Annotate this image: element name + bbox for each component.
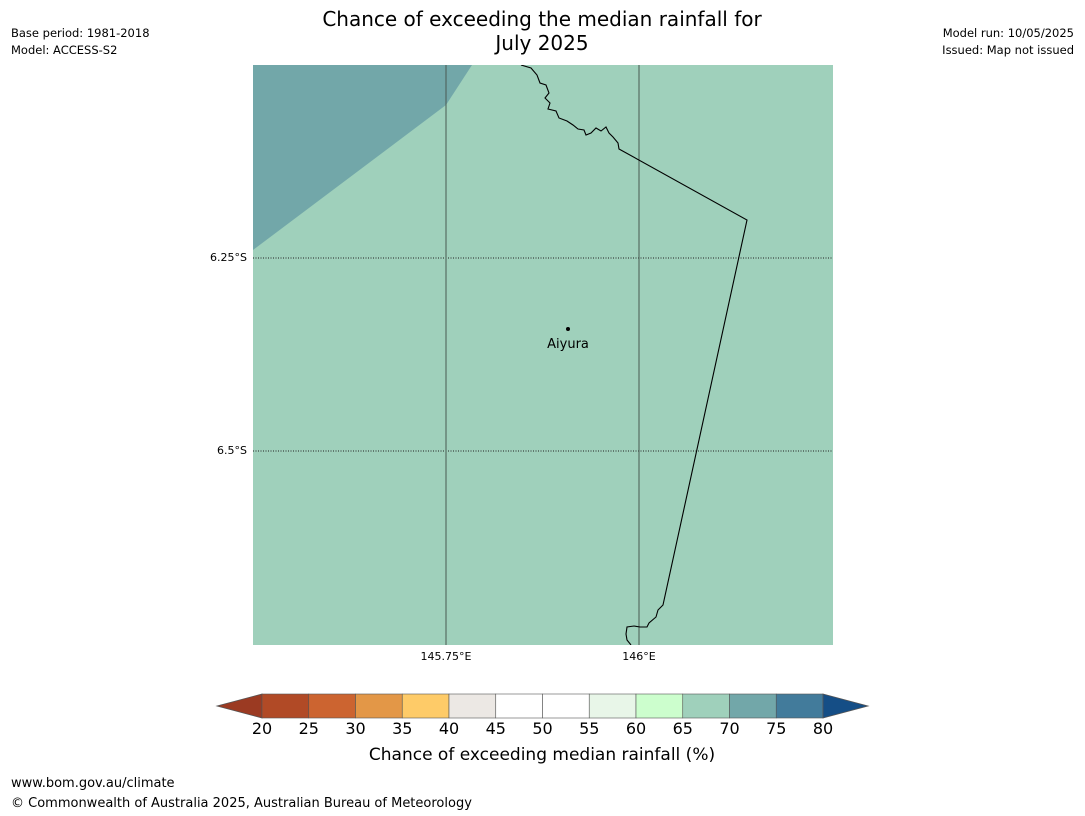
model-text: Model: ACCESS-S2: [11, 43, 118, 57]
map-canvas: [253, 65, 833, 645]
map-title: Chance of exceeding the median rainfall …: [242, 7, 842, 55]
map-panel[interactable]: [253, 65, 833, 645]
colorbar-segment: [635, 693, 684, 719]
colorbar-segment: [775, 693, 824, 719]
metadata-right: Model run: 10/05/2025 Issued: Map not is…: [942, 25, 1074, 59]
footer-url[interactable]: www.bom.gov.au/climate: [11, 776, 175, 791]
base-period-text: Base period: 1981-2018: [11, 26, 150, 40]
colorbar-tick-label: 75: [766, 719, 787, 738]
colorbar-tick-label: 30: [345, 719, 366, 738]
colorbar-segment: [355, 693, 403, 719]
colorbar-tick-label: 55: [579, 719, 600, 738]
colorbar-segment: [308, 693, 356, 719]
colorbar-tick-label: 20: [251, 719, 273, 738]
dot-icon: [566, 327, 570, 331]
issued-text: Issued: Map not issued: [942, 43, 1074, 57]
colorbar-tick-label: 65: [672, 719, 693, 738]
colorbar-segment: [261, 693, 310, 719]
colorbar-tick-label: 35: [392, 719, 413, 738]
colorbar-label: Chance of exceeding median rainfall (%): [368, 745, 716, 765]
colorbar-segment: [448, 693, 497, 719]
model-run-text: Model run: 10/05/2025: [942, 26, 1074, 40]
lat-label-6-5: 6.5°S: [217, 444, 247, 457]
colorbar-segment: [682, 693, 730, 719]
colorbar-tick-label: 25: [298, 719, 319, 738]
colorbar-over-arrow: [822, 693, 870, 719]
colorbar-segment: [542, 693, 590, 719]
colorbar-tick-label: 45: [485, 719, 506, 738]
colorbar-tick-label: 60: [625, 719, 647, 738]
colorbar-segment: [401, 693, 450, 719]
metadata-left: Base period: 1981-2018 Model: ACCESS-S2: [11, 25, 150, 59]
title-line-2: July 2025: [495, 31, 589, 55]
colorbar-tick-label: 70: [719, 719, 740, 738]
lat-label-6-25: 6.25°S: [210, 251, 247, 264]
coastline-border: [520, 65, 748, 645]
colorbar-tick-label: 80: [812, 719, 834, 738]
place-label-aiyura: Aiyura: [547, 337, 589, 352]
footer-copyright: © Commonwealth of Australia 2025, Austra…: [11, 796, 472, 811]
colorbar-segment: [495, 693, 543, 719]
probability-region-70-75: [253, 65, 472, 250]
colorbar-tick-label: 50: [532, 719, 553, 738]
colorbar-segment: [588, 693, 637, 719]
colorbar-under-arrow: [215, 693, 263, 719]
lon-label-146: 146°E: [622, 650, 656, 663]
title-line-1: Chance of exceeding the median rainfall …: [322, 7, 762, 31]
lon-label-145-75: 145.75°E: [420, 650, 472, 663]
colorbar-tick-label: 40: [438, 719, 460, 738]
colorbar-segment: [729, 693, 777, 719]
